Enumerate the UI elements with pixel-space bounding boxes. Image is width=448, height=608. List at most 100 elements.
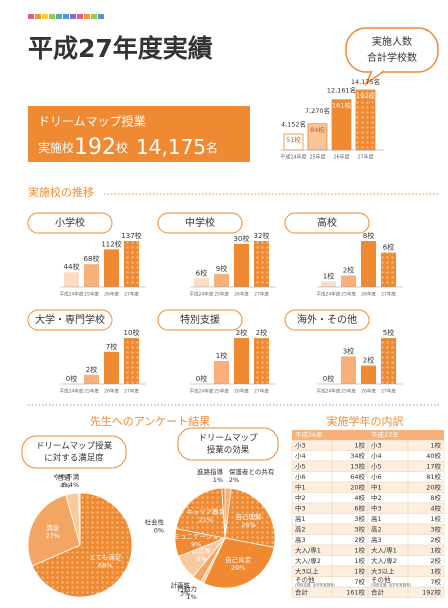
table-cell: 1校 (430, 440, 441, 449)
bar (321, 281, 336, 287)
bar-label: 1校 (323, 271, 334, 280)
bar (124, 241, 139, 287)
bar (234, 243, 249, 287)
x-tick-label: 26年度 (361, 291, 376, 298)
table-cell: 34校 (350, 451, 365, 460)
bar (361, 365, 376, 384)
table-cell: 3校 (430, 524, 441, 533)
x-tick-label: 26年度 (104, 291, 119, 298)
chart-title: 中学校 (185, 216, 215, 229)
x-tick-label: 27年度 (381, 291, 396, 298)
bar-label: 8校 (363, 231, 374, 240)
table-cell: 6校 (354, 503, 365, 512)
bar-label: 137校 (121, 231, 141, 240)
x-tick-label: 平成24年度 (280, 154, 306, 161)
bar (194, 278, 209, 287)
callout-line: 合計学校数 (367, 51, 417, 64)
table-cell: 1校 (354, 566, 365, 575)
table-cell: 2校 (430, 535, 441, 544)
color-stripes (28, 14, 104, 19)
slice-label: 満足 (46, 524, 60, 532)
people-label: 4,152名 (281, 119, 306, 128)
bar (381, 338, 396, 384)
table-cell: 中3 (371, 503, 382, 512)
chart-title: 特別支援 (180, 313, 220, 326)
bar (104, 351, 119, 384)
bar-label: 30校 (234, 234, 250, 243)
x-tick-label: 26年度 (104, 388, 119, 395)
table-cell: 小5 (295, 461, 306, 470)
slice-value: 8% (196, 555, 206, 563)
table-cell: 中1 (295, 482, 306, 491)
banner: ドリームマップ授業 実施校192校 14,175名 (28, 106, 250, 162)
table-cell: 4校 (430, 503, 441, 512)
slice-label: とても満足 (89, 553, 121, 561)
table-cell: 高2 (371, 524, 382, 533)
table-cell: 中3 (295, 503, 306, 512)
slice-value: 2% (229, 476, 239, 484)
bar (254, 241, 269, 287)
chart-title: 授業の効果 (207, 445, 250, 456)
table-note: (特別支援, 全学年実施等) (295, 582, 336, 587)
table-cell: 小3 (295, 440, 306, 449)
bar-label: 161校 (332, 101, 351, 110)
table-cell: 3校 (354, 514, 365, 523)
table-cell: 20校 (426, 482, 441, 491)
table-cell: 高1 (371, 514, 382, 523)
slice-label: 社会性 (145, 517, 165, 526)
x-tick-label: 26年度 (361, 388, 376, 395)
x-tick-label: 27年度 (357, 154, 373, 161)
chart-title: ドリームマップ (198, 434, 258, 444)
slice-label: 創造性 (192, 546, 212, 555)
slice-label: 行動力 (177, 584, 197, 593)
bar-label: 6校 (196, 268, 207, 277)
callout-line: 実施人数 (372, 35, 412, 48)
callout-box (177, 427, 279, 461)
table-cell: 7校 (430, 577, 441, 586)
x-tick-label: 27年度 (254, 388, 269, 395)
table-cell: 3校 (354, 524, 365, 533)
table-cell: 小4 (295, 451, 306, 460)
x-tick-label: 平成24年度 (317, 291, 341, 298)
bar-label: 2校 (256, 328, 267, 337)
x-tick-label: 25年度 (84, 291, 99, 298)
table-cell: 大3以上 (295, 566, 319, 575)
table-cell: 1校 (354, 556, 365, 565)
slice-value: 0% (154, 526, 164, 534)
x-tick-label: 25年度 (214, 291, 229, 298)
x-tick-label: 27年度 (254, 291, 269, 298)
table-cell: 1校 (354, 545, 365, 554)
table-cell: 小6 (295, 472, 306, 481)
table-cell: その他 (295, 575, 315, 584)
table-cell: 4校 (354, 493, 365, 502)
callout: 実施人数 合計学校数 (345, 27, 439, 87)
bar (254, 338, 269, 384)
x-tick-label: 平成24年度 (190, 291, 214, 298)
table-header-cell: 平成26年 (295, 430, 323, 439)
pie-slice (31, 492, 133, 598)
table-cell: 161校 (346, 587, 365, 596)
x-tick-label: 25年度 (214, 388, 229, 395)
bar (214, 361, 229, 384)
chart-title: 高校 (317, 216, 337, 229)
bar-label: 84校 (310, 125, 325, 134)
chart-title-box (284, 309, 370, 331)
x-tick-label: 27年度 (124, 388, 139, 395)
banner-unit: 名 (206, 140, 218, 155)
bar-label: 5校 (383, 328, 394, 337)
chart-title-box (27, 309, 113, 331)
banner-prefix: 実施校 (38, 140, 74, 155)
slice-value: 29% (231, 564, 245, 572)
table-cell: 中2 (371, 493, 382, 502)
slice-label: 自己理解 (235, 512, 262, 521)
x-tick-label: 25年度 (341, 388, 356, 395)
banner-unit: 校 (116, 140, 128, 155)
page-title: 平成27年度実績 (28, 34, 213, 63)
bar-label: 112校 (101, 239, 121, 248)
table-cell: 小5 (371, 461, 382, 470)
chart-title-box (157, 309, 243, 331)
table-cell: 1校 (430, 545, 441, 554)
bar-label: 3校 (343, 346, 354, 355)
slice-label: 普通 (57, 473, 71, 482)
table-cell: 40校 (426, 451, 441, 460)
